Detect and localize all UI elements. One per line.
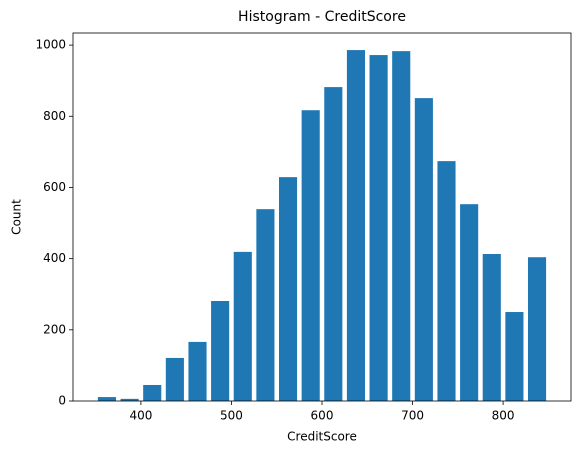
- x-axis-label: CreditScore: [287, 430, 357, 444]
- y-tick-label: 600: [43, 180, 66, 194]
- y-tick-label: 0: [58, 394, 66, 408]
- bar: [278, 177, 298, 401]
- bar: [165, 357, 184, 401]
- bar: [527, 257, 547, 401]
- y-tick-label: 400: [43, 251, 66, 265]
- bar: [369, 55, 388, 401]
- bar: [414, 98, 433, 402]
- bar: [143, 384, 162, 401]
- y-tick-label: 200: [43, 322, 66, 336]
- chart-title: Histogram - CreditScore: [238, 9, 406, 25]
- bar: [301, 110, 320, 402]
- x-tick-label: 700: [401, 409, 424, 423]
- bar: [256, 209, 275, 401]
- bar: [505, 312, 524, 401]
- plot-frame: [72, 32, 572, 402]
- bar: [346, 50, 366, 402]
- x-tick-label: 800: [492, 409, 515, 423]
- x-tick-label: 400: [129, 409, 152, 423]
- bar: [211, 300, 230, 401]
- x-tick-label: 500: [220, 409, 243, 423]
- y-axis-label: Count: [10, 199, 24, 235]
- bar: [437, 161, 456, 401]
- bar: [482, 254, 501, 401]
- bar: [188, 341, 207, 401]
- bar: [233, 251, 252, 401]
- bar: [120, 398, 139, 401]
- bar: [97, 397, 117, 401]
- y-tick-label: 800: [43, 109, 66, 123]
- bar: [392, 51, 411, 401]
- x-tick-label: 600: [311, 409, 334, 423]
- bar: [460, 204, 479, 401]
- bar: [324, 87, 343, 401]
- y-tick-label: 1000: [35, 38, 66, 52]
